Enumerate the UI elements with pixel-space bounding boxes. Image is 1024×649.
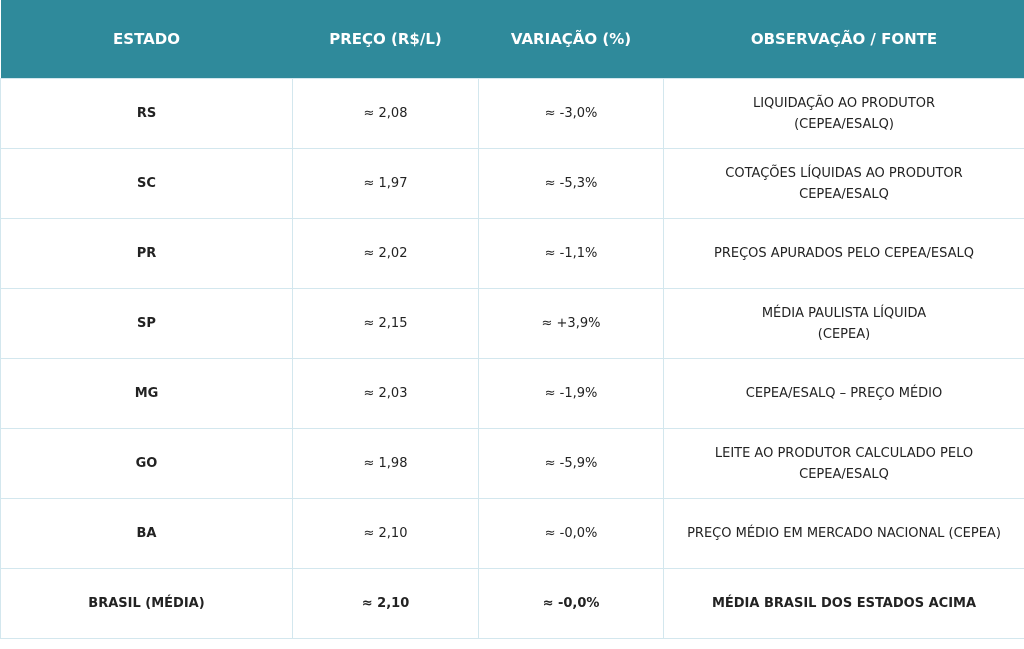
table-cell: COTAÇÕES LÍQUIDAS AO PRODUTOR CEPEA/ESAL…: [663, 148, 1024, 219]
table-cell: ≈ 2,10: [292, 498, 479, 569]
table-row: BRASIL (MÉDIA) ≈ 2,10 ≈ -0,0% MÉDIA BRASIL …: [0, 568, 1024, 639]
table-cell: ≈ -1,9%: [478, 358, 664, 429]
table-cell: ≈ -1,1%: [478, 218, 664, 289]
table-row: SC ≈ 1,97 ≈ -5,3% COTAÇÕES LÍQUIDAS AO PROD…: [0, 148, 1024, 219]
table-cell: ≈ 2,02: [292, 218, 479, 289]
table-cell: ≈ 2,15: [292, 288, 479, 359]
table-cell: BRASIL (MÉDIA): [0, 568, 293, 639]
table-cell: GO: [0, 428, 293, 499]
table-cell: CEPEA/ESALQ – PREÇO MÉDIO: [663, 358, 1024, 429]
table-cell: ≈ 1,97: [292, 148, 479, 219]
table-row: GO ≈ 1,98 ≈ -5,9% LEITE AO PRODUTOR CALCULA…: [0, 428, 1024, 499]
table-row: BA ≈ 2,10 ≈ -0,0% PREÇO MÉDIO EM MERCADO NA…: [0, 498, 1024, 569]
table-cell: MÉDIA PAULISTA LÍQUIDA (CEPEA): [663, 288, 1024, 359]
table-row: PR ≈ 2,02 ≈ -1,1% PREÇOS APURADOS PELO CEPE…: [0, 218, 1024, 289]
table-cell: ≈ -5,9%: [478, 428, 664, 499]
table-cell: PREÇO MÉDIO EM MERCADO NACIONAL (CEPEA): [663, 498, 1024, 569]
table-cell: ≈ -0,0%: [478, 568, 664, 639]
table-row: MG ≈ 2,03 ≈ -1,9% CEPEA/ESALQ – PREÇO MÉDIO: [0, 358, 1024, 429]
table-row: SP ≈ 2,15 ≈ +3,9% MÉDIA PAULISTA LÍQUIDA (C…: [0, 288, 1024, 359]
table-cell: PREÇOS APURADOS PELO CEPEA/ESALQ: [663, 218, 1024, 289]
table-cell: LIQUIDAÇÃO AO PRODUTOR (CEPEA/ESALQ): [663, 78, 1024, 149]
header-cell: OBSERVAÇÃO / FONTE: [663, 0, 1024, 79]
table-cell: ≈ 1,98: [292, 428, 479, 499]
table-cell: BA: [0, 498, 293, 569]
table-cell: ≈ -5,3%: [478, 148, 664, 219]
table-cell: MG: [0, 358, 293, 429]
table-cell: MÉDIA BRASIL DOS ESTADOS ACIMA: [663, 568, 1024, 639]
table-cell: PR: [0, 218, 293, 289]
table-cell: ≈ 2,08: [292, 78, 479, 149]
table-cell: ≈ 2,10: [292, 568, 479, 639]
table-body: RS ≈ 2,08 ≈ -3,0% LIQUIDAÇÃO AO PRODUTOR (C…: [0, 78, 1024, 639]
table-cell: RS: [0, 78, 293, 149]
table-cell: SC: [0, 148, 293, 219]
table-cell: SP: [0, 288, 293, 359]
header-cell: PREÇO (R$/L): [292, 0, 479, 79]
table-row: RS ≈ 2,08 ≈ -3,0% LIQUIDAÇÃO AO PRODUTOR (C…: [0, 78, 1024, 149]
table-cell: ≈ -3,0%: [478, 78, 664, 149]
table-cell: ≈ 2,03: [292, 358, 479, 429]
table-cell: LEITE AO PRODUTOR CALCULADO PELO CEPEA/E…: [663, 428, 1024, 499]
table-cell: ≈ +3,9%: [478, 288, 664, 359]
table-cell: ≈ -0,0%: [478, 498, 664, 569]
header-cell: VARIAÇÃO (%): [478, 0, 664, 79]
header-cell: ESTADO: [0, 0, 293, 79]
header-row: ESTADO PREÇO (R$/L) VARIAÇÃO (%) OBSERVAÇÃO…: [0, 0, 1024, 79]
